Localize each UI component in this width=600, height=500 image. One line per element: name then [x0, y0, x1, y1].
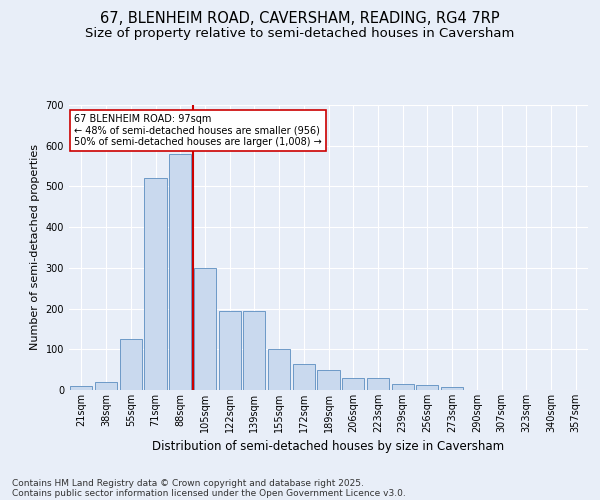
- Text: 67, BLENHEIM ROAD, CAVERSHAM, READING, RG4 7RP: 67, BLENHEIM ROAD, CAVERSHAM, READING, R…: [100, 11, 500, 26]
- Bar: [441, 386, 463, 390]
- Text: Contains HM Land Registry data © Crown copyright and database right 2025.: Contains HM Land Registry data © Crown c…: [12, 478, 364, 488]
- Text: 67 BLENHEIM ROAD: 97sqm
← 48% of semi-detached houses are smaller (956)
50% of s: 67 BLENHEIM ROAD: 97sqm ← 48% of semi-de…: [74, 114, 322, 147]
- Bar: [392, 384, 414, 390]
- Bar: [367, 378, 389, 390]
- Bar: [416, 385, 439, 390]
- Bar: [317, 370, 340, 390]
- Bar: [194, 268, 216, 390]
- Bar: [119, 339, 142, 390]
- Text: Contains public sector information licensed under the Open Government Licence v3: Contains public sector information licen…: [12, 488, 406, 498]
- Text: Size of property relative to semi-detached houses in Caversham: Size of property relative to semi-detach…: [85, 28, 515, 40]
- Y-axis label: Number of semi-detached properties: Number of semi-detached properties: [30, 144, 40, 350]
- Bar: [218, 310, 241, 390]
- Bar: [268, 350, 290, 390]
- Bar: [70, 386, 92, 390]
- Bar: [293, 364, 315, 390]
- Bar: [243, 310, 265, 390]
- Bar: [169, 154, 191, 390]
- Bar: [342, 378, 364, 390]
- Bar: [95, 382, 117, 390]
- Bar: [145, 178, 167, 390]
- X-axis label: Distribution of semi-detached houses by size in Caversham: Distribution of semi-detached houses by …: [152, 440, 505, 454]
